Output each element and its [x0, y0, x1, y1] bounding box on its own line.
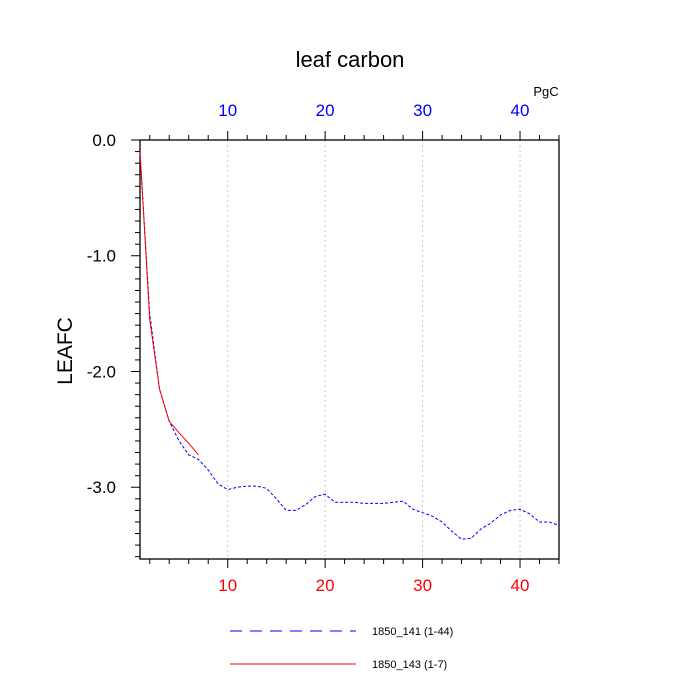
chart-title: leaf carbon [296, 47, 405, 72]
x-tick-label-bottom: 10 [218, 576, 237, 595]
grid-lines [227, 140, 521, 559]
x-tick-label-bottom: 40 [511, 576, 530, 595]
x-tick-label-top: 30 [413, 101, 432, 120]
y-tick-label: 0.0 [92, 131, 116, 150]
y-tick-label: -2.0 [87, 362, 116, 381]
y-tick-label: -1.0 [87, 247, 116, 266]
x-tick-label-top: 10 [218, 101, 237, 120]
x-tick-label-bottom: 30 [413, 576, 432, 595]
series-line-1850_141 [139, 151, 560, 540]
series-line-1850_143 [139, 151, 199, 456]
legend: 1850_141 (1-44) 1850_143 (1-7) [230, 626, 453, 671]
legend-label: 1850_143 (1-7) [372, 659, 447, 671]
x-tick-label-top: 20 [316, 101, 335, 120]
tick-labels: 10 10 20 20 30 30 40 40 0.0 -1.0 -2.0 -3.0 [87, 101, 530, 595]
y-tick-label: -3.0 [87, 478, 116, 497]
legend-label: 1850_141 (1-44) [372, 626, 453, 638]
x-tick-label-top: 40 [511, 101, 530, 120]
plot-frame [139, 139, 560, 560]
series-group [139, 151, 560, 540]
x-tick-label-bottom: 20 [316, 576, 335, 595]
tick-marks [131, 131, 560, 568]
units-label: PgC [533, 84, 558, 99]
y-axis-label: LEAFC [54, 317, 77, 385]
